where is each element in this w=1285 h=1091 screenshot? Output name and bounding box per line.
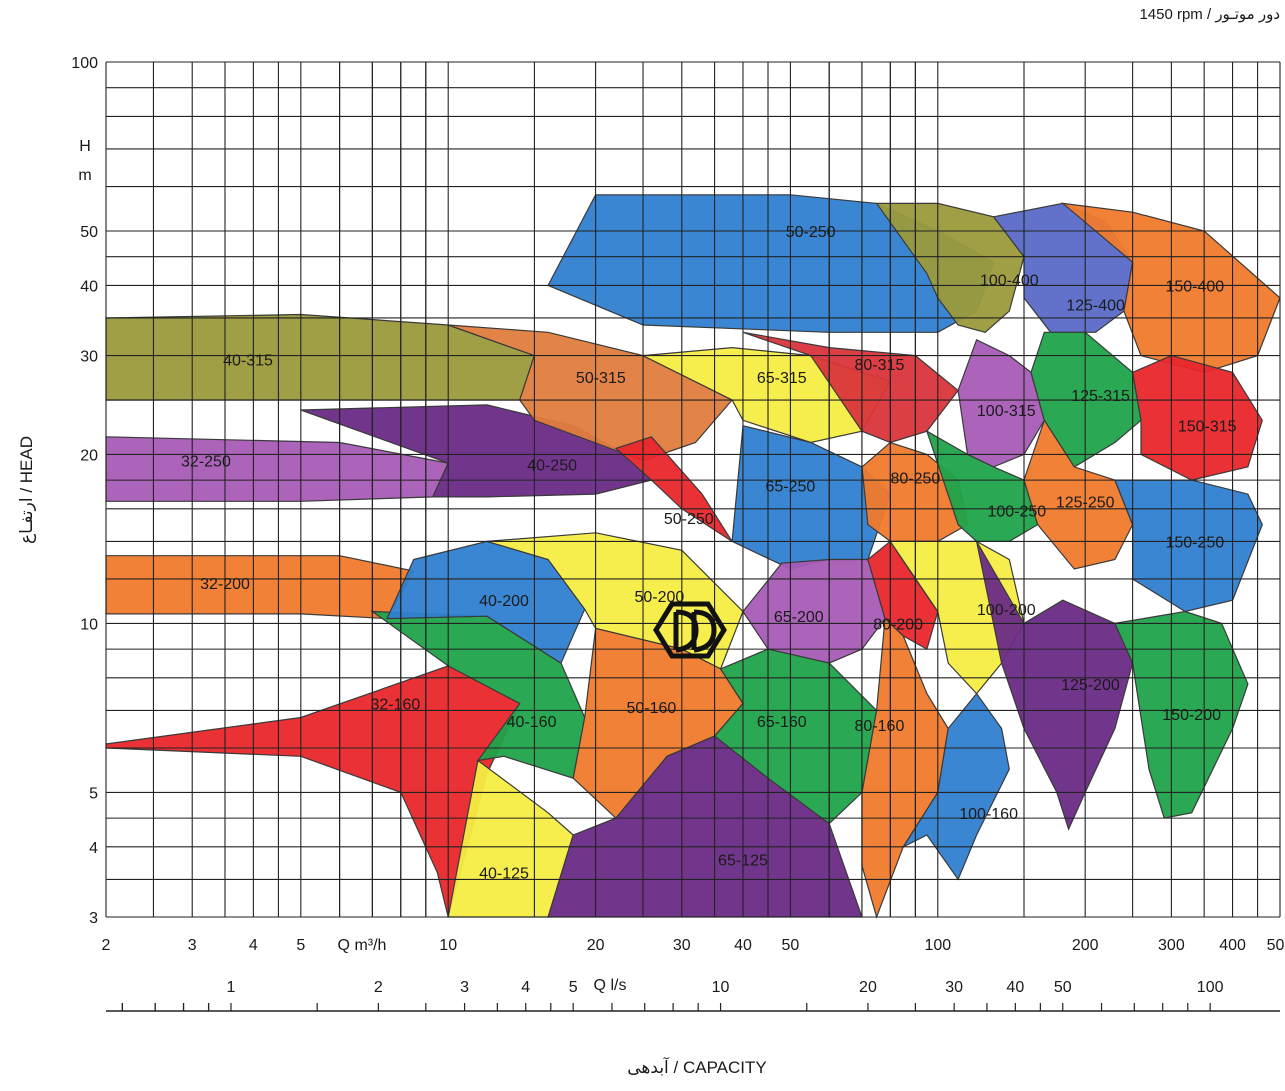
x-tick-label-m3h: 100 <box>924 937 951 954</box>
zone-32-200 <box>105 555 415 620</box>
zone-label: 80-160 <box>855 718 905 735</box>
y-unit-bottom: m <box>78 167 91 184</box>
zone-label: 100-160 <box>959 806 1018 823</box>
x-tick-label-ls: 100 <box>1197 979 1224 996</box>
x-tick-label-m3h: 3 <box>188 937 197 954</box>
x-tick-label-m3h: 30 <box>673 937 691 954</box>
zone-65-160 <box>713 648 878 825</box>
zone-label: 50-315 <box>576 370 626 387</box>
speed-label: 1450 rpm / دور موتـور <box>1139 6 1280 23</box>
zone-label: 40-250 <box>527 457 577 474</box>
x-axis-title: آبدهی / CAPACITY <box>627 1056 766 1077</box>
zone-label: 40-125 <box>479 866 529 883</box>
x-unit-m3h: Q m³/h <box>338 937 387 954</box>
x-tick-label-m3h: 400 <box>1219 937 1246 954</box>
x-unit-ls: Q l/s <box>594 977 627 994</box>
zone-label: 150-400 <box>1165 278 1224 295</box>
zone-80-160 <box>861 617 949 919</box>
zone-label: 125-400 <box>1066 297 1125 314</box>
zones-layer <box>105 194 1281 919</box>
zone-label: 150-200 <box>1162 707 1221 724</box>
zone-label: 40-200 <box>479 593 529 610</box>
x-tick-label-ls: 20 <box>859 979 877 996</box>
zone-150-200 <box>1114 610 1249 819</box>
y-tick-label: 20 <box>80 447 98 464</box>
zone-32-250 <box>105 436 450 502</box>
y-unit-top: H <box>79 138 91 155</box>
zone-label: 150-315 <box>1178 419 1237 436</box>
x-tick-label-m3h: 10 <box>439 937 457 954</box>
zone-label: 65-250 <box>765 479 815 496</box>
x-tick-label-ls: 4 <box>521 979 530 996</box>
zone-label: 100-400 <box>980 272 1039 289</box>
y-tick-label: 40 <box>80 278 98 295</box>
zone-label: 80-250 <box>890 470 940 487</box>
x-tick-label-ls: 1 <box>227 979 236 996</box>
y-tick-label: 50 <box>80 224 98 241</box>
grid-layer <box>105 61 1281 918</box>
x-tick-label-ls: 40 <box>1006 979 1024 996</box>
x-tick-label-ls: 3 <box>460 979 469 996</box>
zone-label: 100-315 <box>977 403 1036 420</box>
zone-label: 40-160 <box>507 714 557 731</box>
zone-label: 125-250 <box>1056 494 1115 511</box>
zone-label: 32-200 <box>200 576 250 593</box>
zone-label: 50-250 <box>786 224 836 241</box>
x-tick-label-ls: 30 <box>945 979 963 996</box>
y-tick-label: 10 <box>80 616 98 633</box>
zone-label: 150-250 <box>1165 534 1224 551</box>
x-tick-label-m3h: 4 <box>249 937 258 954</box>
x-tick-label-m3h: 300 <box>1158 937 1185 954</box>
brand-logo <box>653 601 727 659</box>
zone-label: 80-315 <box>855 357 905 374</box>
y-tick-label: 4 <box>89 840 98 857</box>
y-tick-label: 30 <box>80 349 98 366</box>
zone-labels-layer: 40-315 32-250 32-200 32-160 40-125 40-160 40-2… <box>181 224 1237 883</box>
zone-label: 125-200 <box>1061 677 1120 694</box>
zone-label: 32-250 <box>181 454 231 471</box>
zone-label: 65-160 <box>757 714 807 731</box>
zone-label: 40-315 <box>223 353 273 370</box>
zone-label: 80-200 <box>873 616 923 633</box>
x-tick-label-m3h: 200 <box>1072 937 1099 954</box>
y-axis-title: ارتفـاع / HEAD <box>17 436 37 544</box>
x-tick-label-m3h: 20 <box>587 937 605 954</box>
x-tick-label-ls: 5 <box>569 979 578 996</box>
zone-label: 65-200 <box>774 609 824 626</box>
zone-100-160 <box>901 692 1010 881</box>
zone-125-200 <box>976 541 1134 831</box>
y-tick-label: 3 <box>89 910 98 927</box>
zone-label: 50-160 <box>626 700 676 717</box>
zone-label: 65-125 <box>718 852 768 869</box>
x-tick-label-m3h: 5 <box>296 937 305 954</box>
x-tick-label-ls: 10 <box>712 979 730 996</box>
x-tick-label-m3h: 50 <box>782 937 800 954</box>
zone-label: 100-200 <box>977 602 1036 619</box>
x-tick-label-m3h: 40 <box>734 937 752 954</box>
zone-label: 125-315 <box>1071 388 1130 405</box>
zone-label: 100-250 <box>987 503 1046 520</box>
x-tick-label-ls: 50 <box>1054 979 1072 996</box>
zone-label: 65-315 <box>757 370 807 387</box>
y-tick-label: 5 <box>89 785 98 802</box>
y-tick-label: 100 <box>71 55 98 72</box>
zone-label: 32-160 <box>370 697 420 714</box>
x-tick-label-m3h: 2 <box>102 937 111 954</box>
x-tick-label-m3h: 500 <box>1267 937 1285 954</box>
zone-150-315 <box>1131 354 1263 481</box>
x-tick-label-ls: 2 <box>374 979 383 996</box>
zone-label: 50-250 <box>664 511 714 528</box>
